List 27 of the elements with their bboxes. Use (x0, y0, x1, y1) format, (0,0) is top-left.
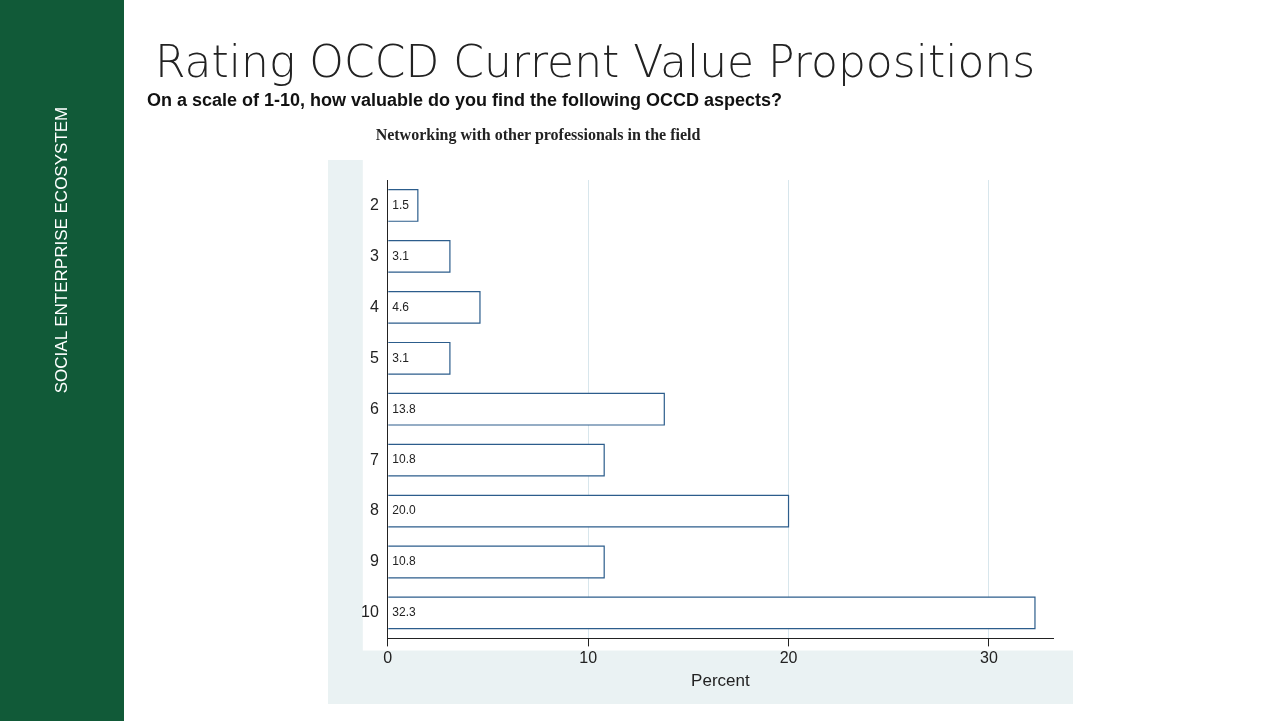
x-tick-label: 0 (383, 649, 393, 667)
y-tick-label: 5 (369, 348, 379, 366)
data-label: 13.8 (392, 401, 416, 416)
y-tick-label: 7 (369, 450, 379, 468)
data-label: 1.5 (392, 197, 410, 212)
x-tick-label: 20 (779, 649, 798, 667)
y-tick-label: 4 (369, 297, 379, 315)
y-tick-label: 6 (369, 399, 379, 417)
text: Networking with other professionals in the field (374, 126, 702, 144)
data-label: 4.6 (392, 299, 410, 314)
y-tick-label: 3 (369, 246, 379, 264)
x-tick-label: 10 (579, 649, 598, 667)
chart-subtitle: On a scale of 1-10, how valuable do you find the following OCCD aspects? (147, 90, 783, 111)
data-label: 10.8 (392, 452, 416, 467)
x-axis-title: Percent (691, 671, 750, 691)
data-label: 10.8 (392, 554, 416, 569)
data-label: 3.1 (392, 350, 410, 365)
chart-title: Rating OCCD Current Value Propositions (155, 36, 1036, 87)
y-tick-label: 2 (369, 195, 379, 213)
data-label: 3.1 (392, 248, 410, 263)
y-tick-label: 10 (361, 603, 379, 621)
text: SOCIAL ENTERPRISE ECOSYSTEM (52, 106, 72, 394)
data-label: 32.3 (392, 605, 416, 620)
x-tick-label: 30 (979, 649, 998, 667)
data-label: 20.0 (392, 503, 416, 518)
y-tick-label: 8 (369, 501, 379, 519)
y-tick-label: 9 (369, 552, 379, 570)
